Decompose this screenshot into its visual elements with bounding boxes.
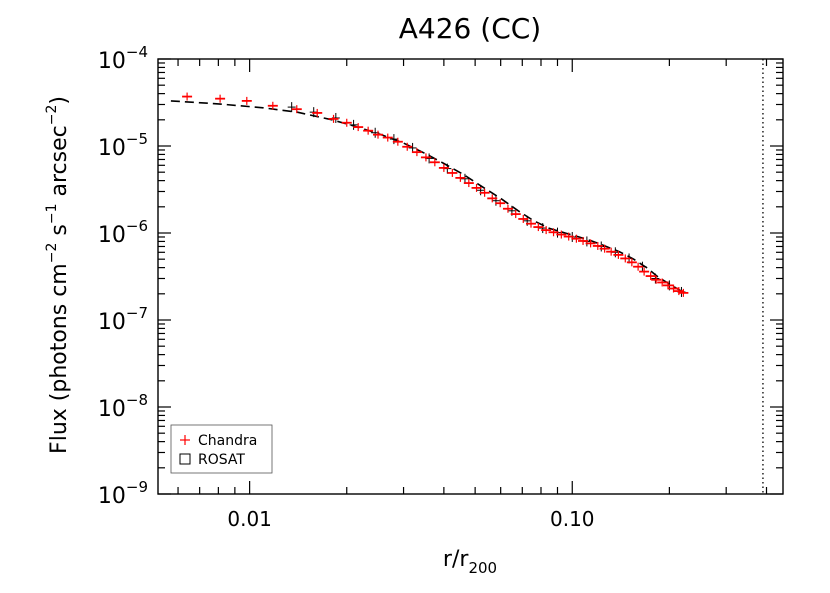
y-label-part-2: s (47, 224, 72, 242)
rosat-point (287, 102, 296, 113)
chandra-point (479, 188, 490, 197)
x-axis-label: r/r200 (443, 547, 497, 577)
chandra-point (533, 223, 544, 232)
legend-chandra-marker (180, 435, 190, 445)
x-axis: 0.01 0.10 (177, 59, 768, 531)
x-tick-label: 0.01 (227, 507, 272, 531)
chandra-point (463, 179, 474, 188)
chandra-point (613, 250, 624, 259)
rosat-points-layer (287, 102, 686, 297)
chandra-point (429, 158, 440, 167)
y-label-part-3: arcsec (47, 125, 72, 203)
chandra-point (599, 244, 610, 253)
chandra-point (341, 118, 352, 127)
chandra-point (571, 234, 582, 243)
legend-box (170, 424, 273, 474)
y-label-exp-2: −1 (44, 204, 60, 225)
chandra-point (556, 230, 567, 239)
y-tick-label: 10−8 (98, 391, 148, 422)
y-tick-label: 10−4 (98, 43, 148, 74)
rosat-point (491, 195, 500, 206)
legend-chandra-label: Chandra (198, 433, 257, 449)
chandra-point (420, 153, 431, 162)
chandra-point (447, 168, 458, 177)
chandra-point (651, 275, 662, 284)
model-curve (170, 100, 684, 293)
chandra-point (495, 199, 506, 208)
y-label-exp-3: −2 (44, 105, 60, 126)
chandra-point (291, 105, 302, 114)
y-label-part-1: Flux (photons cm (47, 263, 72, 454)
plot-frame (157, 58, 784, 495)
chandra-point (526, 219, 537, 228)
y-label-part-4: ) (47, 96, 72, 105)
chandra-point (402, 142, 413, 151)
chandra-point (645, 272, 656, 281)
x-axis-label-subscript: 200 (468, 559, 497, 577)
chandra-point (620, 254, 631, 263)
chandra-point (455, 173, 466, 182)
chandra-point (592, 241, 603, 250)
plot-area (157, 58, 784, 495)
x-tick-label: 0.10 (550, 507, 595, 531)
chandra-point (668, 284, 679, 293)
chandra-point (471, 183, 482, 192)
chandra-point (606, 247, 617, 256)
chandra-point (363, 126, 374, 135)
chandra-point (548, 228, 559, 237)
chandra-points-layer (182, 92, 689, 297)
chandra-point (657, 278, 668, 287)
y-axis: 10−9 10−8 10−7 10−6 10−5 10−4 (98, 43, 783, 509)
chandra-point (312, 108, 323, 117)
y-tick-label: 10−6 (98, 217, 148, 248)
chandra-point (626, 258, 637, 267)
chandra-point (662, 281, 673, 290)
x-axis-label-main: r/r (443, 547, 469, 572)
legend: Chandra ROSAT (170, 424, 273, 474)
chandra-point (241, 96, 252, 105)
y-tick-label: 10−9 (98, 478, 148, 509)
chandra-point (541, 226, 552, 235)
chandra-point (510, 210, 521, 219)
chandra-point (328, 114, 339, 123)
chandra-point (518, 214, 529, 223)
chandra-point (353, 123, 364, 132)
rosat-point (349, 119, 358, 130)
chandra-point (502, 204, 513, 213)
chandra-point (633, 262, 644, 271)
legend-rosat-label: ROSAT (198, 452, 245, 468)
rosat-point (538, 223, 547, 234)
chandra-point (585, 239, 596, 248)
chandra-point (215, 94, 226, 103)
chandra-point (267, 101, 278, 110)
chandra-point (678, 288, 689, 297)
chandra-point (487, 194, 498, 203)
y-label-exp-1: −2 (44, 243, 60, 264)
chandra-point (382, 133, 393, 142)
chandra-point (639, 267, 650, 276)
legend-rosat-marker (179, 453, 191, 465)
y-axis-label: Flux (photons cm−2 s−1 arcsec−2) (44, 96, 72, 454)
chandra-point (411, 148, 422, 157)
y-tick-label: 10−7 (98, 304, 148, 335)
chandra-point (438, 163, 449, 172)
chandra-point (182, 92, 193, 101)
chandra-point (373, 130, 384, 139)
model-curve-layer (170, 100, 684, 293)
y-tick-label: 10−5 (98, 130, 148, 161)
chart-title: A426 (CC) (399, 12, 541, 45)
chandra-point (563, 232, 574, 241)
chandra-point (392, 137, 403, 146)
chandra-point (578, 236, 589, 245)
